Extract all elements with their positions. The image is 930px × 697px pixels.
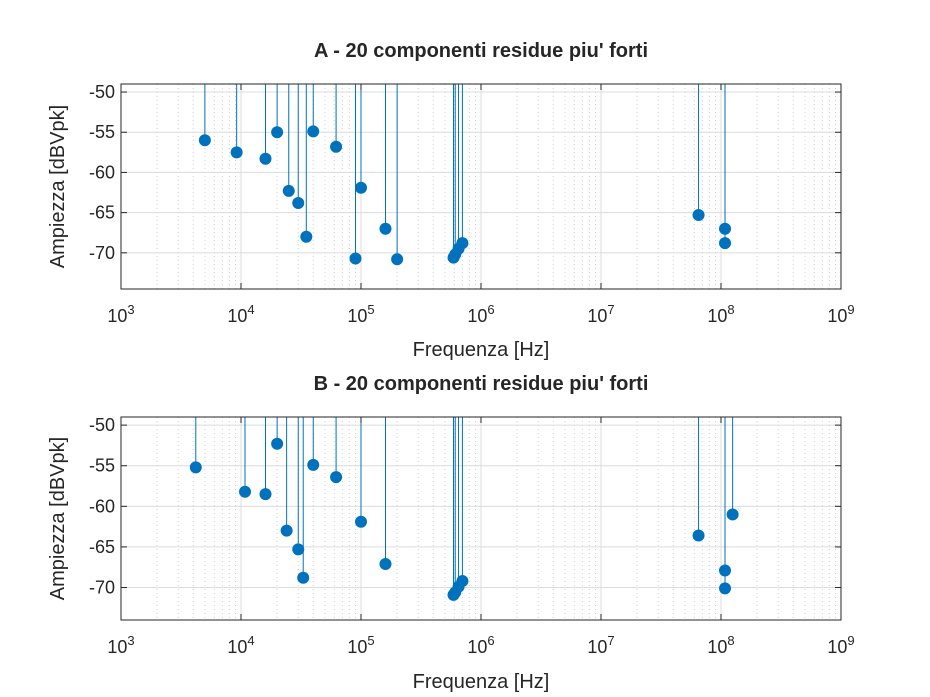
data-point (307, 125, 320, 138)
data-point (282, 184, 295, 197)
x-tick-label: 104 (227, 633, 254, 657)
x-axis-label: Frequenza [Hz] (413, 671, 550, 693)
data-point (297, 571, 310, 584)
chart-title: A - 20 componenti residue piu' forti (314, 40, 648, 62)
data-point (280, 524, 293, 537)
y-tick-label: -65 (89, 203, 115, 223)
data-point (692, 209, 705, 222)
chart-title: B - 20 componenti residue piu' forti (314, 373, 649, 395)
data-point (271, 126, 284, 139)
y-tick-label: -55 (89, 122, 115, 142)
data-point (239, 485, 252, 498)
y-tick-label: -70 (89, 243, 115, 263)
y-tick-label: -50 (89, 82, 115, 102)
data-point (456, 575, 469, 588)
chart-b: -50 -55 -60 -65 -70 103 104 105 106 107 108 109 B - … (47, 373, 855, 693)
x-tick-label: 106 (467, 633, 494, 657)
data-point (330, 471, 343, 484)
data-point (259, 488, 272, 501)
x-tick-label: 108 (707, 302, 734, 326)
y-axis-label: Ampiezza [dBVpk] (47, 437, 69, 600)
data-point (189, 461, 202, 474)
data-point (719, 237, 732, 250)
data-point (198, 134, 211, 147)
x-tick-label: 105 (347, 302, 374, 326)
data-point (719, 564, 732, 577)
data-point (379, 222, 392, 235)
data-point (230, 146, 243, 159)
y-tick-label: -50 (89, 415, 115, 435)
data-point (330, 140, 343, 153)
data-point (456, 237, 469, 250)
y-tick-label: -60 (89, 496, 115, 516)
data-point (307, 458, 320, 471)
data-point (379, 557, 392, 570)
data-point (719, 222, 732, 235)
x-tick-label: 103 (107, 302, 134, 326)
data-point (300, 230, 313, 243)
data-point (259, 152, 272, 165)
data-point (355, 515, 367, 528)
x-tick-label: 107 (587, 302, 614, 326)
x-tick-label: 105 (347, 633, 374, 657)
data-point (271, 437, 284, 450)
data-point (355, 181, 367, 194)
x-tick-label: 104 (227, 302, 254, 326)
y-tick-label: -60 (89, 162, 115, 182)
series (198, 84, 732, 266)
x-tick-label: 103 (107, 633, 134, 657)
y-axis-label: Ampiezza [dBVpk] (47, 105, 69, 268)
series (189, 417, 739, 601)
x-tick-label: 109 (827, 302, 854, 326)
data-point (292, 196, 305, 209)
data-point (349, 252, 362, 265)
y-tick-label: -65 (89, 537, 115, 557)
x-axis-label: Frequenza [Hz] (413, 339, 550, 361)
x-tick-label: 109 (827, 633, 854, 657)
data-point (726, 508, 739, 521)
y-tick-label: -55 (89, 456, 115, 476)
data-point (692, 529, 705, 542)
data-point (719, 582, 732, 595)
y-tick-label: -70 (89, 578, 115, 598)
x-tick-label: 107 (587, 633, 614, 657)
data-point (391, 253, 404, 266)
x-tick-label: 106 (467, 302, 494, 326)
data-point (292, 543, 305, 556)
chart-a: -50 -55 -60 -65 -70 103 104 105 106 107 108 109 A - … (47, 40, 855, 361)
x-tick-label: 108 (707, 633, 734, 657)
